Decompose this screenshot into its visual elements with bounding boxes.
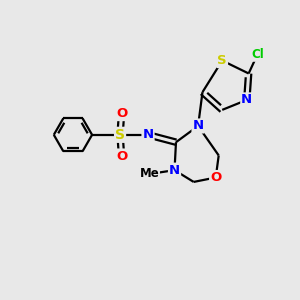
Text: N: N: [193, 119, 204, 133]
Text: N: N: [169, 164, 180, 177]
Text: O: O: [210, 171, 221, 184]
Text: N: N: [241, 93, 252, 106]
Text: Me: Me: [140, 167, 159, 180]
Text: O: O: [116, 107, 127, 120]
Text: O: O: [116, 149, 127, 163]
Text: N: N: [142, 128, 154, 141]
Text: S: S: [115, 128, 125, 142]
Text: Cl: Cl: [251, 48, 264, 61]
Text: S: S: [218, 54, 227, 67]
